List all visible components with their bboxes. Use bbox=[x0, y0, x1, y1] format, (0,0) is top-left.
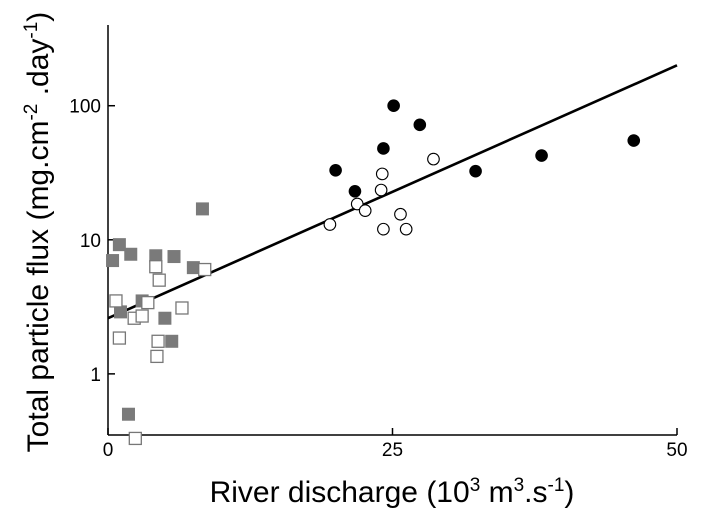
data-point-filled-square bbox=[195, 202, 209, 216]
data-point-filled-circle bbox=[387, 99, 400, 113]
data-point-open-square bbox=[151, 334, 165, 348]
data-point-open-circle bbox=[374, 183, 388, 197]
data-point-filled-square bbox=[106, 254, 120, 268]
data-point-filled-circle bbox=[329, 163, 342, 177]
data-point-open-square bbox=[112, 331, 127, 345]
axis-label-text: m bbox=[480, 476, 513, 509]
x-tick-label: 0 bbox=[103, 440, 114, 461]
y-tick-label: 10 bbox=[80, 231, 101, 252]
axis-label-text: Total particle flux (mg.cm bbox=[22, 121, 55, 453]
data-point-filled-square bbox=[112, 238, 126, 252]
y-axis-label: Total particle flux (mg.cm-2 .day-1) bbox=[21, 12, 55, 453]
data-point-filled-square bbox=[158, 311, 172, 325]
data-point-filled-square bbox=[186, 261, 200, 275]
data-point-open-square bbox=[150, 349, 164, 364]
y-ticks: 1 10 100 bbox=[69, 97, 115, 386]
x-tick-label: 50 bbox=[666, 440, 687, 461]
data-point-open-square bbox=[135, 309, 149, 323]
axis-label-text: .s bbox=[524, 476, 547, 509]
data-point-filled-circle bbox=[413, 118, 427, 132]
axis-label-superscript: -1 bbox=[548, 475, 565, 496]
axis-label-text: .day bbox=[22, 39, 55, 104]
data-point-open-square bbox=[152, 273, 166, 287]
data-point-filled-circle bbox=[348, 184, 362, 198]
data-point-open-circle bbox=[394, 207, 407, 221]
data-points bbox=[106, 99, 641, 446]
data-point-filled-circle bbox=[535, 149, 548, 162]
data-point-filled-square bbox=[149, 249, 163, 263]
data-point-filled-square bbox=[167, 250, 181, 264]
axis-label-text: ) bbox=[564, 476, 574, 509]
data-point-filled-circle bbox=[469, 164, 482, 178]
data-point-open-square bbox=[175, 301, 189, 315]
data-point-open-circle bbox=[358, 204, 372, 217]
y-tick-label: 100 bbox=[69, 97, 101, 118]
x-axis-label: River discharge (103 m3.s-1) bbox=[210, 475, 575, 509]
data-point-open-square bbox=[109, 294, 123, 308]
data-point-open-circle bbox=[323, 218, 337, 231]
axis-label-superscript: -2 bbox=[21, 104, 42, 121]
data-point-open-square bbox=[198, 262, 212, 277]
data-point-open-circle bbox=[399, 222, 413, 236]
data-point-open-circle bbox=[427, 152, 440, 166]
data-point-open-square bbox=[141, 295, 155, 310]
data-point-filled-square bbox=[165, 334, 179, 348]
axis-label-text: River discharge (10 bbox=[210, 476, 470, 509]
x-ticks: 0 25 50 bbox=[103, 428, 688, 461]
data-point-filled-circle bbox=[377, 142, 390, 155]
axis-label-superscript: -1 bbox=[21, 22, 42, 39]
data-point-open-circle bbox=[375, 167, 389, 181]
data-point-filled-circle bbox=[627, 134, 641, 147]
axis-label-superscript: 3 bbox=[514, 475, 525, 496]
x-tick-label: 25 bbox=[382, 440, 403, 461]
axis-label-superscript: 3 bbox=[470, 475, 481, 496]
data-point-filled-square bbox=[114, 305, 128, 319]
y-tick-label: 1 bbox=[90, 365, 101, 386]
data-point-open-square bbox=[149, 260, 163, 274]
data-point-filled-square bbox=[121, 407, 135, 421]
data-point-open-square bbox=[128, 431, 142, 446]
axis-label-text: ) bbox=[22, 12, 55, 22]
data-point-open-circle bbox=[377, 222, 390, 236]
data-point-filled-square bbox=[124, 247, 138, 261]
